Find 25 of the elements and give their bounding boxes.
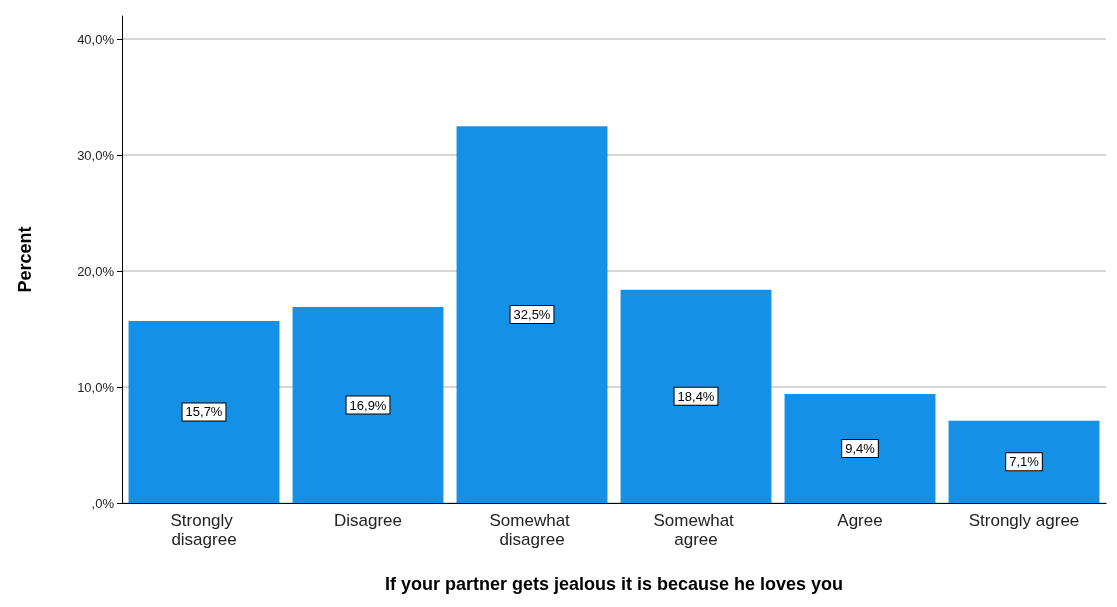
y-tick-label: 10,0% (77, 379, 115, 395)
bar (620, 289, 772, 503)
x-tick-label: Somewhat disagree (489, 511, 575, 549)
x-tick-label: Agree (837, 511, 883, 530)
bar (456, 126, 608, 503)
bar (292, 307, 444, 503)
x-tick-label: Somewhat agree (653, 511, 739, 549)
data-label: 7,1% (1009, 454, 1040, 470)
x-tick-label: Strongly agree (968, 511, 1080, 530)
y-tick-label: ,0% (91, 495, 115, 511)
bar (128, 320, 280, 503)
data-label: 15,7% (185, 404, 223, 420)
y-tick-label: 20,0% (77, 263, 115, 279)
data-label: 9,4% (845, 441, 876, 456)
x-tick-label: Strongly disagree (170, 511, 238, 549)
bar (784, 394, 936, 503)
data-label: 18,4% (677, 388, 715, 404)
data-label: 16,9% (349, 397, 387, 413)
y-tick-label: 40,0% (77, 31, 115, 47)
bar (948, 420, 1100, 503)
y-axis-title: Percent (15, 226, 35, 293)
x-axis-title: If your partner gets jealous it is because he loves you (384, 574, 844, 594)
x-tick-label: Disagree (333, 511, 403, 530)
y-tick-label: 30,0% (77, 147, 115, 163)
data-label: 32,5% (513, 307, 551, 323)
